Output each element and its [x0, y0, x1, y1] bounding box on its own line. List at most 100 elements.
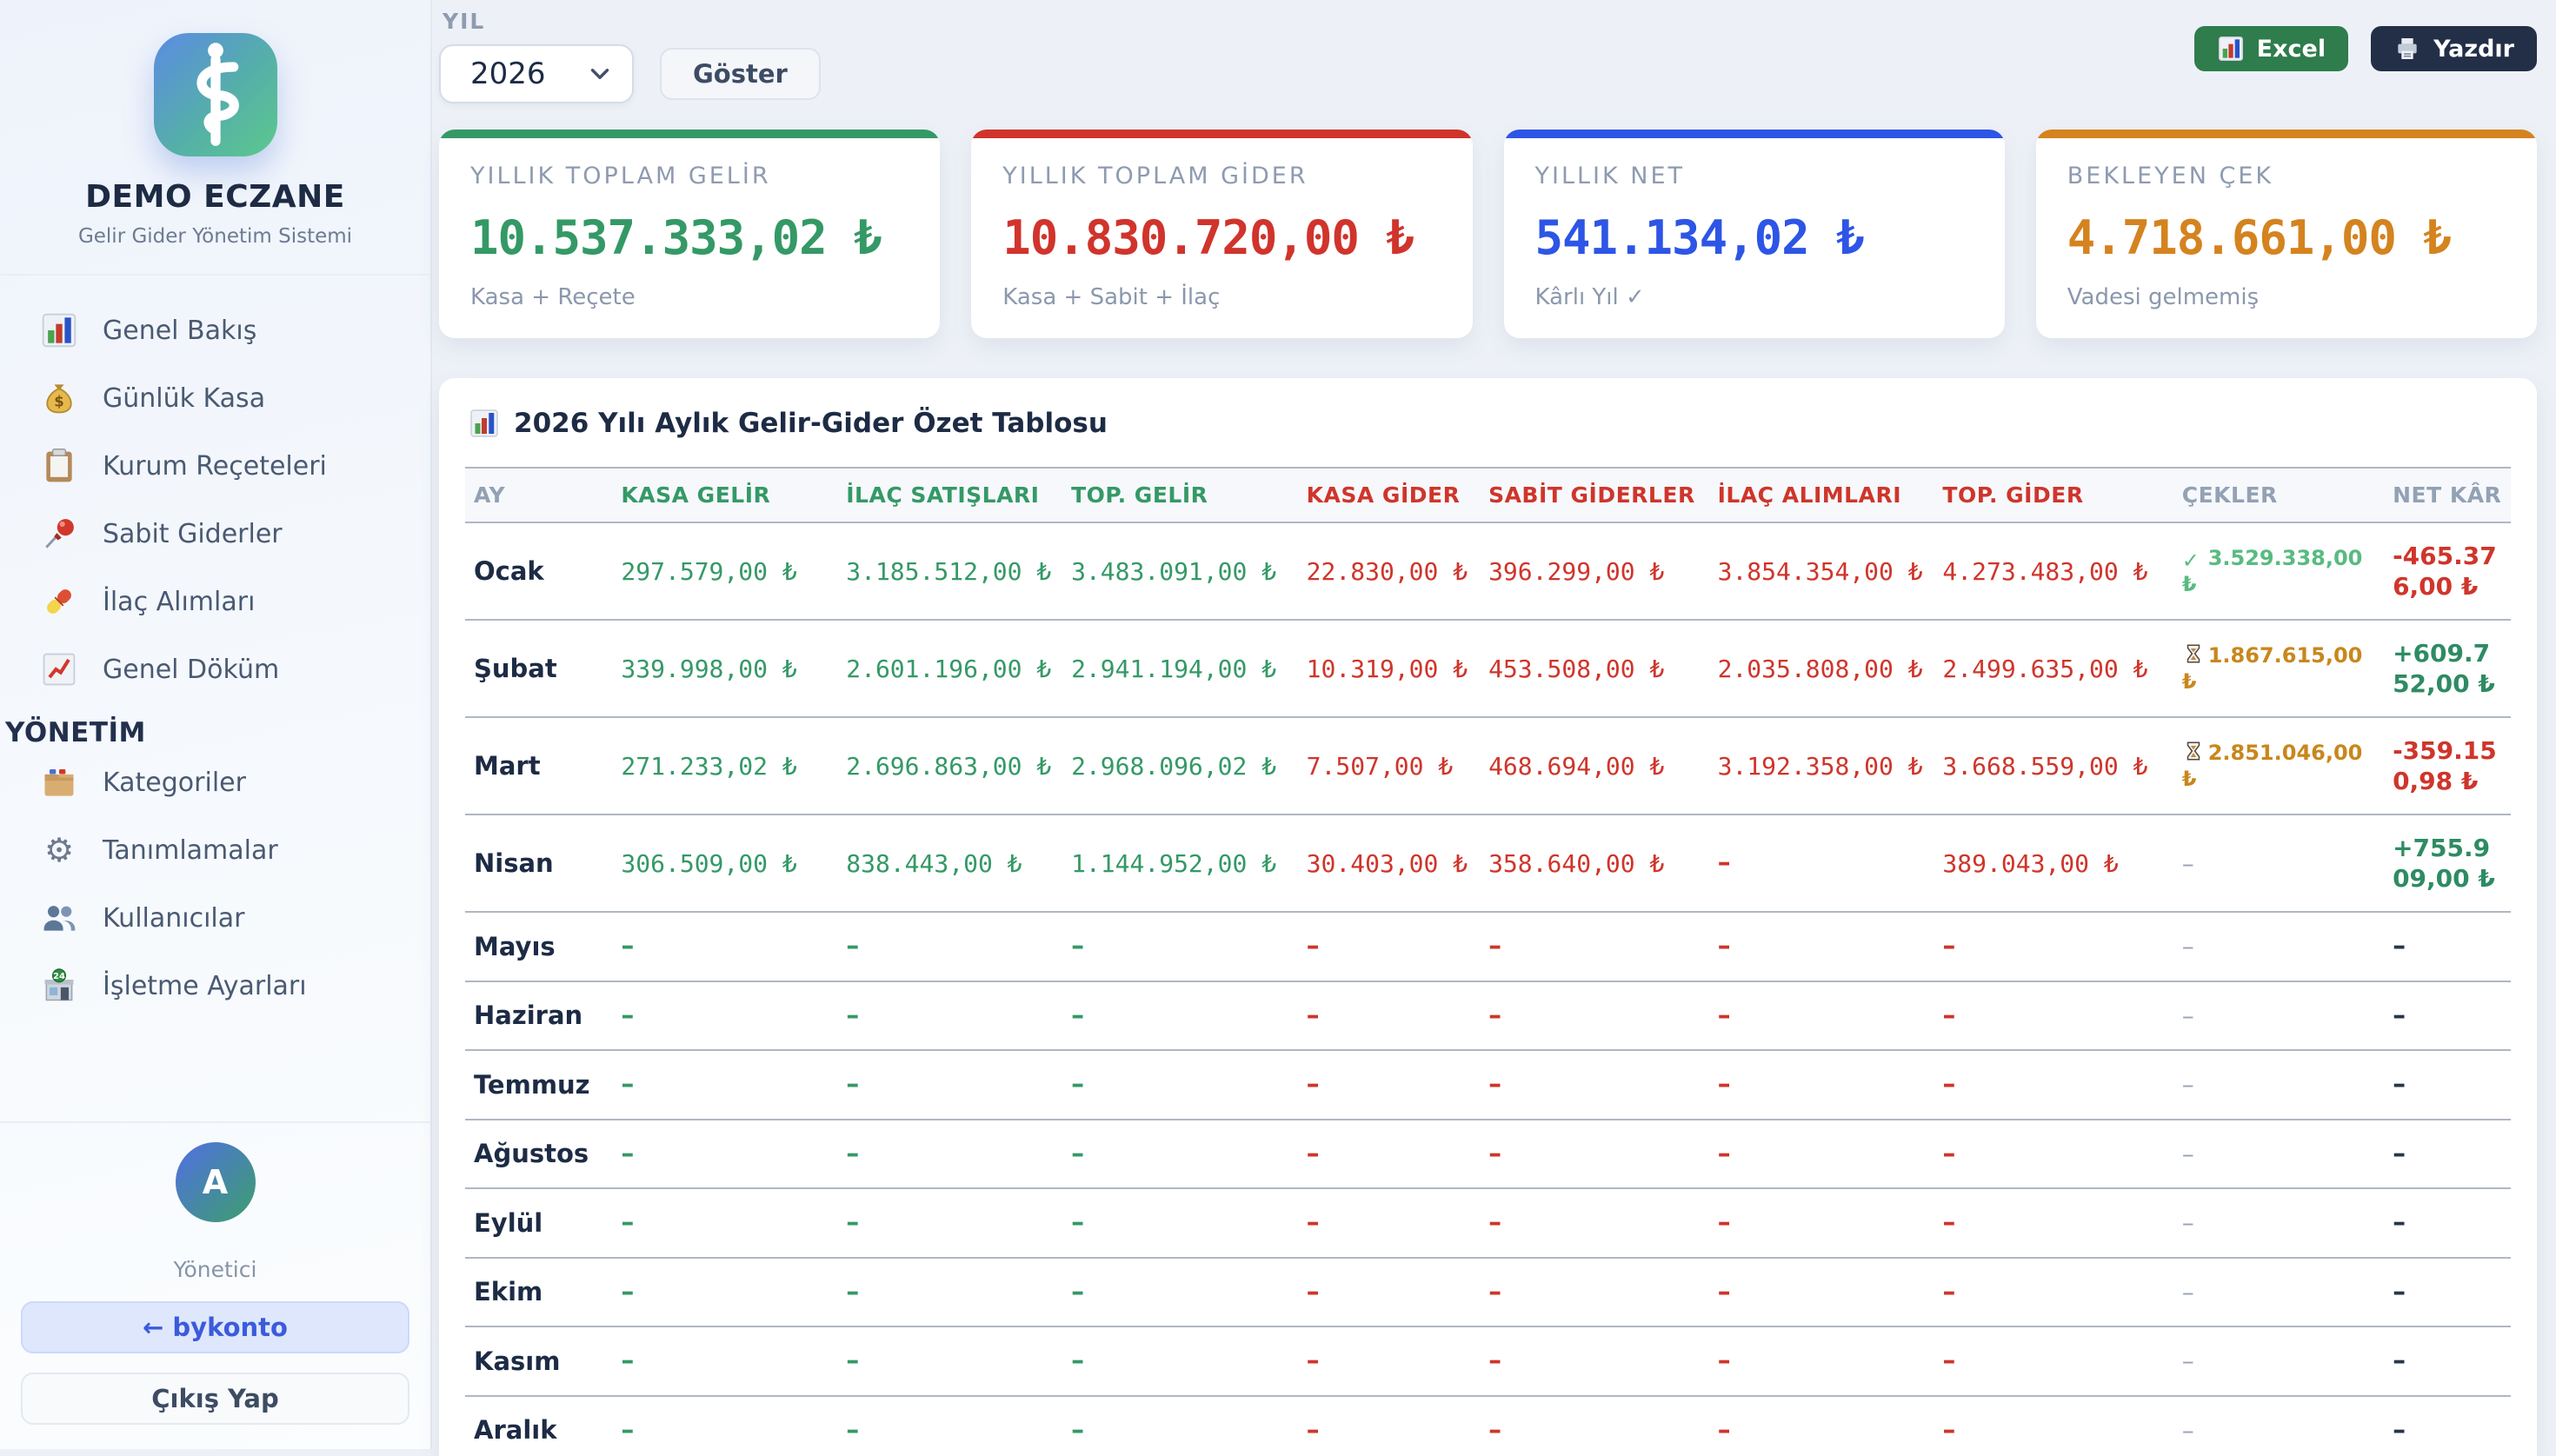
- table-title-row: 2026 Yılı Aylık Gelir-Gider Özet Tablosu: [469, 408, 2511, 439]
- card-value: 4.718.661,00 ₺: [2067, 210, 2506, 265]
- sidebar-item-label: İşletme Ayarları: [103, 971, 307, 1001]
- value-cell: –: [1062, 1188, 1298, 1258]
- sidebar-item-label: Kullanıcılar: [103, 903, 244, 934]
- value-cell: 2.696.863,00 ₺: [837, 717, 1062, 814]
- money-bag-icon: $: [40, 379, 78, 417]
- value-cell: –: [1062, 1258, 1298, 1327]
- column-header-net-kâr: NET KÂR: [2384, 468, 2511, 522]
- month-cell: Eylül: [465, 1188, 612, 1258]
- value-cell: –: [612, 1188, 837, 1258]
- card-subtitle: Kârlı Yıl ✓: [1535, 284, 1974, 310]
- value-cell: –: [1298, 1258, 1480, 1327]
- cek-cell: –: [2173, 981, 2384, 1051]
- column-header-kasa-gi̇der: KASA GİDER: [1298, 468, 1480, 522]
- cek-cell: –: [2173, 814, 2384, 912]
- value-cell: 2.968.096,02 ₺: [1062, 717, 1298, 814]
- sidebar-item-kullanıcılar[interactable]: Kullanıcılar: [0, 884, 430, 952]
- sidebar-footer: A Yönetici ← bykonto Çıkış Yap: [0, 1121, 430, 1449]
- print-button[interactable]: Yazdır: [2371, 26, 2537, 71]
- cek-amount: –: [2182, 1416, 2194, 1445]
- store-icon: 24: [40, 967, 78, 1005]
- table-row-ekim: Ekim–––––––––: [465, 1258, 2511, 1327]
- medical-staff-icon: [154, 33, 277, 156]
- app-subtitle: Gelir Gider Yönetim Sistemi: [21, 225, 409, 248]
- value-cell: –: [612, 1050, 837, 1120]
- clipboard-icon: [40, 447, 78, 485]
- value-cell: –: [1062, 912, 1298, 981]
- sidebar-item-tanımlamalar[interactable]: ⚙Tanımlamalar: [0, 816, 430, 884]
- excel-button[interactable]: Excel: [2194, 26, 2348, 71]
- bar-chart-icon: [2217, 35, 2245, 63]
- sidebar-item-genel-bakış[interactable]: Genel Bakış: [0, 296, 430, 364]
- value-cell: –: [1709, 1120, 1934, 1189]
- cek-cell: –: [2173, 1050, 2384, 1120]
- logout-button[interactable]: Çıkış Yap: [21, 1373, 409, 1425]
- value-cell: 2.941.194,00 ₺: [1062, 620, 1298, 717]
- sidebar-item-sabit-giderler[interactable]: Sabit Giderler: [0, 500, 430, 568]
- card-label: YILLIK TOPLAM GİDER: [1002, 163, 1441, 189]
- sidebar-item-label: İlaç Alımları: [103, 587, 255, 617]
- avatar: A: [176, 1142, 256, 1222]
- net-cell: +609.752,00 ₺: [2384, 620, 2511, 717]
- table-row-temmuz: Temmuz–––––––––: [465, 1050, 2511, 1120]
- card-subtitle: Vadesi gelmemiş: [2067, 284, 2506, 310]
- sidebar-item-i̇şletme-ayarları[interactable]: 24 İşletme Ayarları: [0, 952, 430, 1020]
- sidebar-header: DEMO ECZANE Gelir Gider Yönetim Sistemi: [0, 0, 430, 276]
- value-cell: –: [1298, 1188, 1480, 1258]
- value-cell: 297.579,00 ₺: [612, 522, 837, 620]
- value-cell: 10.319,00 ₺: [1298, 620, 1480, 717]
- column-header-top.-gi̇der: TOP. GİDER: [1934, 468, 2173, 522]
- value-cell: –: [1480, 1188, 1709, 1258]
- bykonto-back-button[interactable]: ← bykonto: [21, 1301, 409, 1353]
- year-filter: YIL 2026 Göster: [439, 5, 821, 103]
- value-cell: –: [1709, 912, 1934, 981]
- value-cell: 3.668.559,00 ₺: [1934, 717, 2173, 814]
- value-cell: –: [837, 1050, 1062, 1120]
- cek-amount: 3.529.338,00 ₺: [2182, 546, 2363, 596]
- month-cell: Nisan: [465, 814, 612, 912]
- cek-amount: –: [2182, 1208, 2194, 1237]
- hourglass-icon: [2182, 740, 2205, 762]
- sidebar-item-günlük-kasa[interactable]: $ Günlük Kasa: [0, 364, 430, 432]
- svg-text:$: $: [54, 394, 63, 410]
- sidebar-section-label: YÖNETİM: [5, 717, 430, 748]
- sidebar-item-i̇laç-alımları[interactable]: İlaç Alımları: [0, 568, 430, 635]
- net-cell: –: [2384, 981, 2511, 1051]
- year-label: YIL: [443, 9, 821, 34]
- value-cell: –: [837, 1326, 1062, 1396]
- month-cell: Aralık: [465, 1396, 612, 1456]
- value-cell: –: [1298, 1396, 1480, 1456]
- sidebar-item-kurum-reçeteleri[interactable]: Kurum Reçeteleri: [0, 432, 430, 500]
- net-cell: –: [2384, 1326, 2511, 1396]
- net-cell: –: [2384, 1396, 2511, 1456]
- sidebar-item-genel-döküm[interactable]: Genel Döküm: [0, 635, 430, 703]
- sidebar-item-label: Günlük Kasa: [103, 383, 265, 414]
- sidebar-item-kategoriler[interactable]: Kategoriler: [0, 748, 430, 816]
- value-cell: 7.507,00 ₺: [1298, 717, 1480, 814]
- month-cell: Şubat: [465, 620, 612, 717]
- cek-cell: 2.851.046,00 ₺: [2173, 717, 2384, 814]
- column-header-ay: AY: [465, 468, 612, 522]
- chart-up-icon: [40, 650, 78, 688]
- cek-cell: –: [2173, 1120, 2384, 1189]
- value-cell: –: [1062, 1050, 1298, 1120]
- pill-icon: [40, 582, 78, 621]
- year-select[interactable]: 2026: [439, 44, 634, 103]
- value-cell: –: [1480, 1120, 1709, 1189]
- value-cell: –: [1298, 1120, 1480, 1189]
- value-cell: –: [1709, 1258, 1934, 1327]
- cek-amount: 1.867.615,00 ₺: [2182, 643, 2363, 694]
- month-cell: Haziran: [465, 981, 612, 1051]
- value-cell: –: [1709, 1188, 1934, 1258]
- show-button[interactable]: Göster: [660, 48, 821, 100]
- net-cell: –: [2384, 1120, 2511, 1189]
- value-cell: 339.998,00 ₺: [612, 620, 837, 717]
- value-cell: –: [1709, 1326, 1934, 1396]
- sidebar: DEMO ECZANE Gelir Gider Yönetim Sistemi …: [0, 0, 432, 1449]
- net-cell: –: [2384, 1258, 2511, 1327]
- value-cell: –: [1934, 1050, 2173, 1120]
- month-cell: Mayıs: [465, 912, 612, 981]
- value-cell: –: [1298, 912, 1480, 981]
